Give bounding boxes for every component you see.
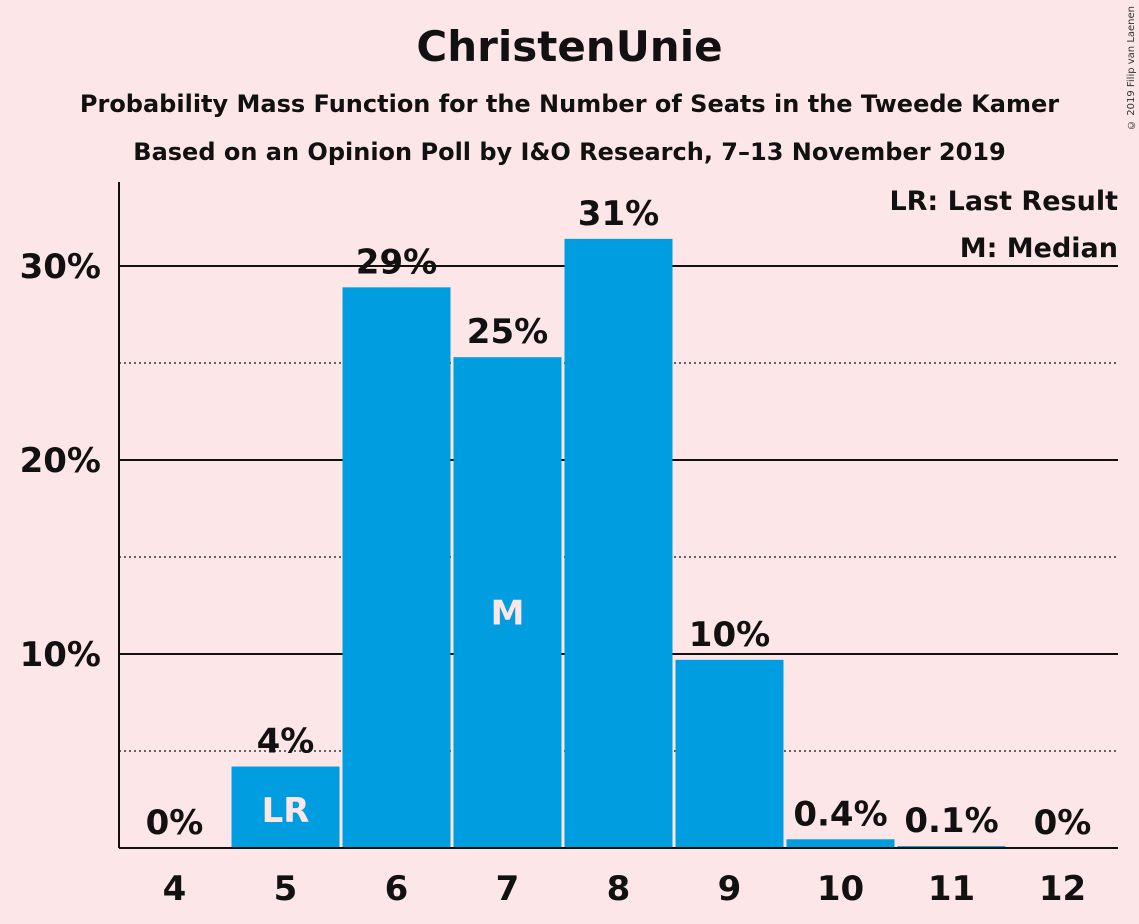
chart-title: ChristenUnie <box>416 22 723 71</box>
bar <box>564 238 673 849</box>
legend-entry: LR: Last Result <box>889 186 1118 217</box>
data-label: 0% <box>146 803 204 843</box>
x-tick-label: 4 <box>163 869 187 909</box>
x-tick-label: 10 <box>817 869 864 909</box>
last-result-marker: LR <box>262 791 310 831</box>
median-marker: M <box>491 593 525 633</box>
y-tick-label: 30% <box>20 247 101 287</box>
chart-subtitle-poll: Based on an Opinion Poll by I&O Research… <box>133 138 1006 166</box>
data-label: 0% <box>1034 803 1092 843</box>
x-tick-label: 12 <box>1039 869 1086 909</box>
bar <box>675 659 784 848</box>
bar <box>786 839 895 848</box>
data-label: 29% <box>356 242 437 282</box>
x-tick-label: 9 <box>718 869 742 909</box>
data-label: 10% <box>689 615 770 655</box>
bar <box>342 287 451 849</box>
data-label: 25% <box>467 312 548 352</box>
data-label: 31% <box>578 194 659 234</box>
x-tick-label: 7 <box>496 869 520 909</box>
data-label: 0.4% <box>793 794 887 834</box>
x-tick-label: 8 <box>607 869 631 909</box>
legend-entry: M: Median <box>960 233 1118 264</box>
bar <box>453 357 562 848</box>
y-tick-label: 10% <box>20 635 101 675</box>
bar <box>231 766 340 848</box>
x-tick-label: 6 <box>385 869 409 909</box>
chart-subtitle: Probability Mass Function for the Number… <box>79 90 1060 118</box>
x-tick-label: 5 <box>274 869 298 909</box>
data-label: 4% <box>257 722 315 762</box>
data-label: 0.1% <box>904 801 998 841</box>
x-tick-label: 11 <box>928 869 975 909</box>
y-tick-label: 20% <box>20 441 101 481</box>
